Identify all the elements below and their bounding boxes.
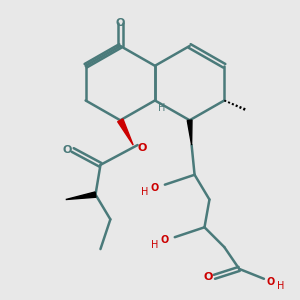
Polygon shape [187, 120, 192, 145]
Text: H: H [141, 187, 148, 197]
Text: O: O [160, 235, 169, 245]
Text: O: O [138, 143, 147, 153]
Text: O: O [267, 277, 275, 287]
Polygon shape [118, 119, 133, 145]
Text: O: O [151, 183, 159, 193]
Text: H: H [151, 240, 158, 250]
Text: O: O [116, 18, 125, 28]
Polygon shape [66, 192, 96, 200]
Text: O: O [62, 145, 71, 155]
Text: O: O [204, 272, 213, 282]
Text: H: H [158, 103, 166, 113]
Text: H: H [277, 281, 285, 291]
